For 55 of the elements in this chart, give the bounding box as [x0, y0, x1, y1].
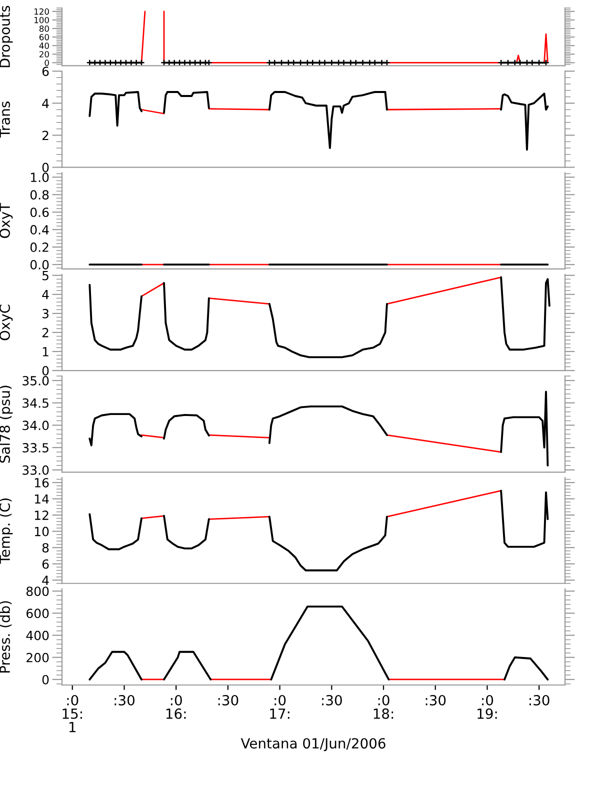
- y-tick-label: 2: [42, 130, 48, 140]
- y-tick-label: 10: [34, 526, 49, 536]
- y-tick-label: 200: [26, 652, 49, 662]
- y-tick-label: 2: [42, 328, 48, 338]
- y-axis-title: Trans: [0, 102, 10, 138]
- y-tick-label: 4: [42, 576, 49, 585]
- y-tick-label: 0: [42, 366, 49, 376]
- y-tick-label: 16: [34, 478, 49, 488]
- y-tick-label: 1: [42, 347, 48, 356]
- y-axis-title: OxyT: [0, 202, 13, 238]
- y-tick-label: 0.2: [30, 242, 48, 252]
- y-tick-label: 0: [44, 60, 49, 66]
- y-tick-label: 120: [34, 8, 49, 15]
- x-tick-label: :0 16:: [166, 694, 186, 719]
- y-tick-label: 0.8: [30, 190, 49, 200]
- x-tick-label: :30: [218, 694, 238, 706]
- x-tick-label: :30: [322, 694, 342, 706]
- y-tick-label: 80: [39, 25, 49, 32]
- y-tick-label: 4: [42, 290, 49, 300]
- y-tick-label: 3: [42, 308, 48, 318]
- y-tick-label: 0: [42, 674, 49, 684]
- y-tick-label: 60: [39, 34, 49, 40]
- y-tick-label: 12: [34, 510, 48, 520]
- y-tick-label: 6: [42, 559, 49, 569]
- y-tick-label: 400: [26, 630, 49, 640]
- y-tick-label: 600: [26, 608, 49, 618]
- x-tick-label: :30: [530, 694, 550, 706]
- y-tick-label: 4: [42, 98, 49, 108]
- y-tick-label: 33.5: [22, 443, 48, 452]
- y-tick-label: 1.0: [30, 172, 49, 182]
- y-tick-label: 800: [26, 586, 49, 596]
- y-tick-label: 0: [42, 162, 49, 172]
- y-tick-label: 34.5: [22, 398, 48, 408]
- y-tick-label: 100: [34, 16, 49, 24]
- x-tick-label: :0 15: 1: [62, 694, 82, 732]
- y-tick-label: 0.6: [30, 208, 49, 218]
- y-tick-label: 8: [42, 543, 49, 553]
- y-tick-label: 35.0: [22, 376, 49, 386]
- x-axis-title: Ventana 01/Jun/2006: [240, 738, 386, 752]
- y-tick-label: 6: [42, 66, 49, 76]
- y-tick-label: 5: [42, 271, 48, 280]
- y-tick-label: 0.4: [30, 225, 49, 235]
- x-tick-label: :30: [426, 694, 446, 706]
- y-tick-label: 14: [34, 494, 49, 504]
- y-tick-label: 0.0: [30, 260, 49, 270]
- x-tick-label: :0 17:: [270, 694, 290, 719]
- y-axis-title: OxyC: [0, 304, 13, 340]
- y-axis-title: Dropouts: [0, 6, 13, 68]
- y-tick-label: 40: [39, 42, 49, 49]
- x-tick-label: :0 18:: [374, 694, 394, 719]
- y-tick-label: 34.0: [22, 420, 49, 430]
- x-tick-label: :0 19:: [478, 694, 497, 719]
- y-tick-label: 20: [40, 51, 49, 58]
- x-tick-label: :30: [114, 694, 134, 706]
- y-tick-label: 33.0: [22, 465, 49, 475]
